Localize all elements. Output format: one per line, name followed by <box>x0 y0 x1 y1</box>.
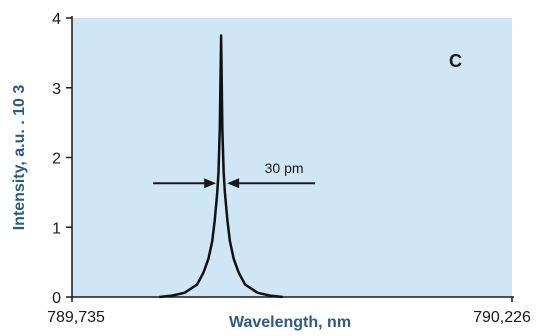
y-axis: 0 1 2 3 4 <box>52 11 73 307</box>
y-axis-title: Intensity, a.u. . 10 3 <box>11 85 28 231</box>
y-tick-label: 1 <box>52 220 61 237</box>
y-tick-label: 2 <box>52 151 61 168</box>
panel-label: C <box>449 51 462 71</box>
x-tick-label: 789,735 <box>47 309 105 326</box>
x-axis-title: Wavelength, nm <box>229 314 351 331</box>
plot-background <box>72 18 512 297</box>
y-tick-label: 0 <box>52 290 61 307</box>
y-tick-label: 3 <box>52 81 61 98</box>
y-tick-label: 4 <box>52 11 61 28</box>
fwhm-left-arrowhead <box>204 178 217 189</box>
series-line <box>159 34 283 299</box>
x-axis: 789,735 790,226 <box>47 296 531 326</box>
fwhm-label: 30 pm <box>265 160 304 176</box>
x-tick-label: 790,226 <box>473 309 531 326</box>
fwhm-right-arrowhead <box>227 178 240 189</box>
fwhm-annotation: 30 pm <box>153 160 316 189</box>
